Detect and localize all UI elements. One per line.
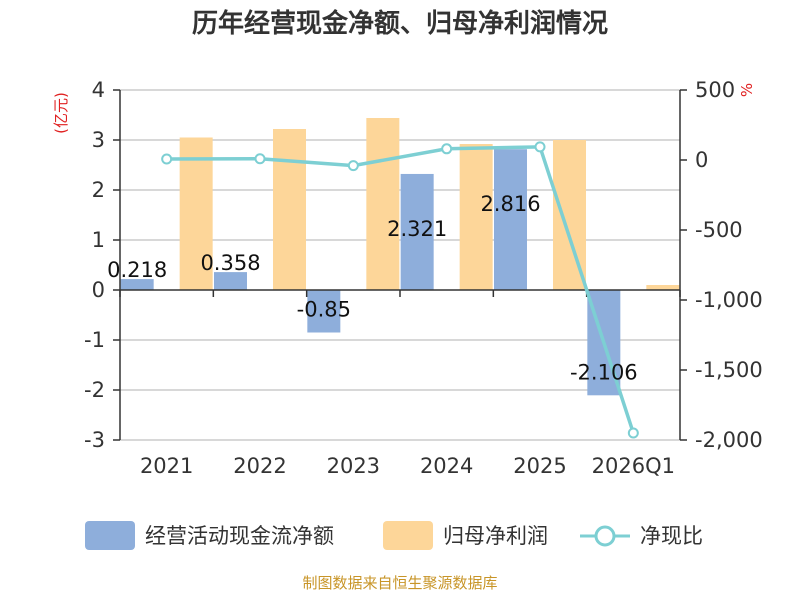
left-tick-label: 2 [92, 178, 105, 202]
x-tick-label: 2025 [513, 454, 566, 478]
left-tick-label: -3 [84, 428, 105, 452]
left-tick-label: -1 [84, 328, 105, 352]
legend: 经营活动现金流净额 归母净利润 净现比 [85, 521, 703, 550]
data-label-cashflow-2025: 2.816 [480, 192, 540, 216]
left-tick-label: 0 [92, 278, 105, 302]
data-label-cashflow-2023: -0.85 [297, 298, 351, 322]
right-tick-label: 500 [695, 78, 735, 102]
left-tick-label: 1 [92, 228, 105, 252]
ratio-point-2023 [347, 160, 359, 172]
data-labels: 0.218 0.358 -0.85 2.321 2.816 -2.106 [107, 192, 638, 384]
data-label-cashflow-2026Q1: -2.106 [570, 360, 638, 384]
source-note: 制图数据来自恒生聚源数据库 [302, 574, 497, 592]
legend-swatch-ratio-marker [594, 525, 616, 547]
ratio-point-2026Q1 [627, 427, 639, 439]
bar-profit-2022 [273, 129, 306, 290]
left-axis-label: (亿元) [52, 92, 70, 134]
data-label-cashflow-2022: 0.358 [200, 251, 260, 275]
ratio-point-2025 [534, 141, 546, 153]
legend-label-cashflow: 经营活动现金流净额 [145, 524, 334, 548]
x-tick-label: 2023 [327, 454, 380, 478]
right-axis-label: % [738, 83, 756, 97]
right-tick-label: -1,000 [695, 288, 763, 312]
ratio-point-2024 [441, 143, 453, 155]
bar-profit-2021 [179, 137, 213, 290]
ratio-line-path [166, 145, 635, 434]
x-tick-label: 2022 [233, 454, 286, 478]
bar-cashflow-2023 [307, 290, 341, 333]
left-tick-label: 4 [92, 78, 105, 102]
axes: 4 3 2 1 0 -1 -2 -3 500 0 -500 -1,000 -1,500 -2,000 202… [84, 78, 763, 478]
ratio-line [161, 141, 639, 439]
bar-cashflow-2025 [494, 149, 527, 290]
right-tick-label: -500 [695, 218, 743, 242]
bar-profit-2024 [459, 144, 493, 290]
data-label-cashflow-2024: 2.321 [387, 217, 447, 241]
legend-label-ratio: 净现比 [640, 524, 703, 548]
legend-swatch-profit [383, 521, 433, 550]
x-tick-label: 2021 [140, 454, 193, 478]
chart-title: 历年经营现金净额、归母净利润情况 [192, 8, 608, 39]
bar-profit-2026Q1 [646, 285, 680, 290]
data-label-cashflow-2021: 0.218 [107, 258, 167, 282]
bar-profit-2023 [366, 118, 400, 290]
gridlines [120, 89, 680, 441]
ratio-point-2021 [161, 153, 173, 165]
bar-profit-2025 [553, 140, 586, 290]
left-tick-label: -2 [84, 378, 105, 402]
bar-cashflow-2022 [214, 272, 247, 290]
legend-swatch-cashflow [85, 521, 135, 550]
right-tick-label: -2,000 [695, 428, 763, 452]
bars [120, 118, 680, 396]
left-tick-label: 3 [92, 128, 105, 152]
x-tick-label: 2026Q1 [592, 454, 675, 478]
legend-label-profit: 归母净利润 [443, 524, 548, 548]
bar-cashflow-2024 [400, 173, 434, 290]
bar-cashflow-2021 [120, 279, 154, 290]
ratio-point-2022 [254, 153, 266, 165]
right-tick-label: -1,500 [695, 358, 763, 382]
right-tick-label: 0 [695, 148, 708, 172]
x-tick-label: 2024 [420, 454, 473, 478]
